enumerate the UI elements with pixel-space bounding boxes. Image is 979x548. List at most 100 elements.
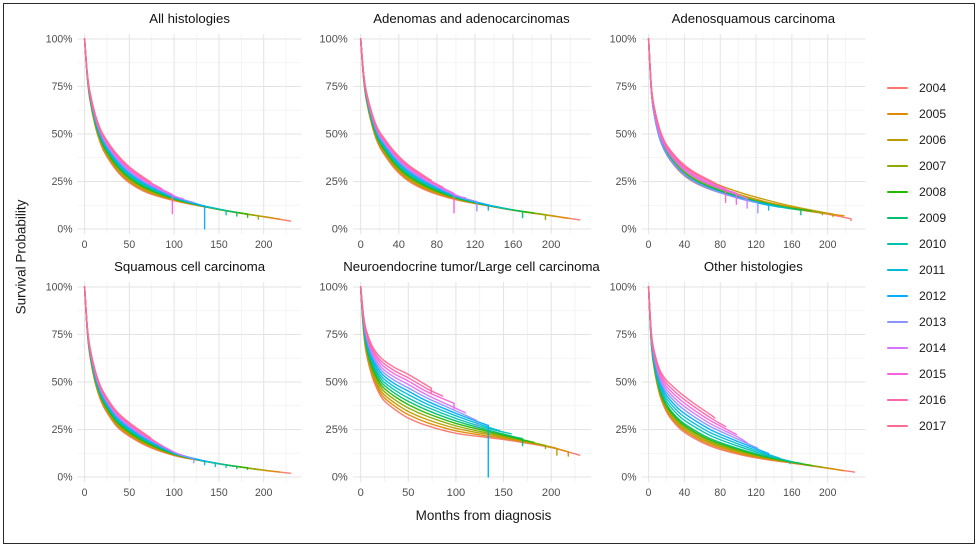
legend-item-2008: 2008 (887, 179, 970, 205)
survival-curve-2017 (83, 286, 152, 439)
x-tick-label: 100 (447, 487, 466, 499)
y-tick-label: 75% (326, 81, 349, 93)
survival-chart-adenomas: 0% 25% 50% 75% 100% 0 40 80 120 160 200 (320, 34, 592, 251)
legend-label: 2010 (919, 237, 947, 251)
legend-item-2014: 2014 (887, 335, 970, 361)
legend-item-2012: 2012 (887, 283, 970, 309)
legend-item-2006: 2006 (887, 127, 970, 153)
y-tick-label: 75% (326, 329, 349, 341)
x-tick-label: 150 (210, 487, 228, 499)
legend-item-2004: 2004 (887, 75, 970, 101)
x-tick-label: 80 (431, 239, 443, 251)
y-tick-label: 50% (326, 377, 349, 389)
legend-label: 2015 (919, 367, 947, 381)
y-tick-label: 0% (621, 224, 636, 236)
y-tick-label: 100% (610, 282, 637, 294)
y-tick-label: 50% (615, 129, 636, 141)
survival-chart-adenosquamous: 0% 25% 50% 75% 100% 0 40 80 120 160 200 (610, 34, 866, 251)
x-tick-label: 0 (82, 239, 88, 251)
legend-label: 2014 (919, 341, 947, 355)
legend-line-swatch (887, 243, 908, 245)
legend-label: 2009 (919, 211, 947, 225)
survival-curve-2004 (647, 286, 856, 473)
survival-curve-2005 (360, 38, 570, 220)
legend-item-2017: 2017 (887, 413, 970, 439)
x-tick-label: 150 (210, 239, 228, 251)
survival-curve-2008 (83, 38, 249, 218)
survival-curve-2011 (647, 286, 780, 459)
y-tick-label: 25% (615, 176, 636, 188)
y-tick-label: 50% (52, 129, 73, 141)
y-axis-label-cell: Survival Probability (6, 9, 36, 505)
legend-line-swatch (887, 373, 908, 375)
x-tick-label: 80 (714, 239, 726, 251)
legend-label: 2006 (919, 133, 947, 147)
survival-curve-2010 (83, 286, 227, 469)
legend-item-2011: 2011 (887, 257, 970, 283)
y-tick-label: 75% (52, 81, 73, 93)
panel-title: Adenomas and adenocarcinomas (373, 11, 570, 26)
y-tick-label: 25% (326, 424, 349, 436)
y-tick-label: 50% (52, 377, 73, 389)
panel-title: Squamous cell carcinoma (114, 259, 266, 274)
legend-label: 2011 (919, 263, 946, 277)
legend-label: 2005 (919, 107, 947, 121)
survival-curve-2004 (360, 38, 581, 221)
survival-curve-2017 (360, 38, 433, 181)
legend-line-swatch (887, 269, 908, 271)
x-tick-label: 80 (714, 487, 726, 499)
x-tick-label: 200 (542, 239, 561, 251)
survival-curve-2017 (647, 286, 716, 419)
y-tick-label: 0% (57, 472, 72, 484)
y-tick-label: 75% (52, 329, 73, 341)
legend-line-swatch (887, 87, 908, 89)
survival-curve-2007 (83, 38, 260, 220)
survival-curve-2007 (360, 286, 547, 450)
x-tick-label: 0 (645, 239, 651, 251)
y-axis-label: Survival Probability (13, 199, 29, 315)
x-tick-label: 150 (494, 487, 513, 499)
y-tick-label: 25% (615, 424, 636, 436)
y-tick-label: 0% (332, 224, 348, 236)
panel-neuroendocrine: Neuroendocrine tumor/Large cell carcinom… (309, 257, 600, 505)
x-tick-label: 50 (402, 487, 414, 499)
legend-line-swatch (887, 191, 908, 193)
x-tick-label: 40 (678, 487, 690, 499)
y-tick-label: 25% (52, 176, 73, 188)
legend-line-swatch (887, 425, 908, 427)
y-tick-label: 50% (326, 129, 349, 141)
x-tick-label: 160 (504, 239, 523, 251)
x-tick-label: 200 (819, 487, 837, 499)
survival-curve-2017 (83, 38, 152, 183)
panel-adenosquamous: Adenosquamous carcinoma 0% 25% 50% 75% 100% 0… (600, 9, 873, 257)
y-tick-label: 0% (57, 224, 72, 236)
survival-curve-2017 (647, 38, 716, 184)
y-tick-label: 0% (332, 472, 348, 484)
x-tick-label: 0 (358, 239, 364, 251)
legend-line-swatch (887, 347, 908, 349)
legend-label: 2007 (919, 159, 947, 173)
x-tick-label: 40 (393, 239, 405, 251)
survival-curve-2008 (647, 38, 813, 212)
survival-curve-2004 (83, 286, 292, 474)
legend-label: 2016 (919, 393, 947, 407)
x-tick-label: 50 (124, 239, 136, 251)
survival-curve-2006 (647, 286, 834, 470)
legend-item-2013: 2013 (887, 309, 970, 335)
y-tick-label: 100% (46, 34, 73, 46)
x-tick-label: 100 (165, 239, 183, 251)
legend-label: 2013 (919, 315, 947, 329)
legend-item-2015: 2015 (887, 361, 970, 387)
survival-curve-2008 (83, 286, 249, 471)
survival-curve-2007 (647, 38, 823, 216)
legend-item-2016: 2016 (887, 387, 970, 413)
survival-curve-2009 (647, 286, 802, 465)
y-tick-label: 75% (615, 81, 636, 93)
survival-chart-squamous: 0% 25% 50% 75% 100% 0 50 100 150 200 (46, 282, 302, 499)
legend: 2004 2005 2006 2007 2008 2009 2010 2011 2012 2013… (873, 9, 970, 505)
survival-chart-other: 0% 25% 50% 75% 100% 0 40 80 120 160 200 (610, 282, 866, 499)
panel-title: All histologies (149, 11, 230, 26)
panel-adenomas: Adenomas and adenocarcinomas 0% 25% 50% 75%… (309, 9, 600, 257)
legend-label: 2017 (919, 419, 947, 433)
legend-item-2005: 2005 (887, 101, 970, 127)
